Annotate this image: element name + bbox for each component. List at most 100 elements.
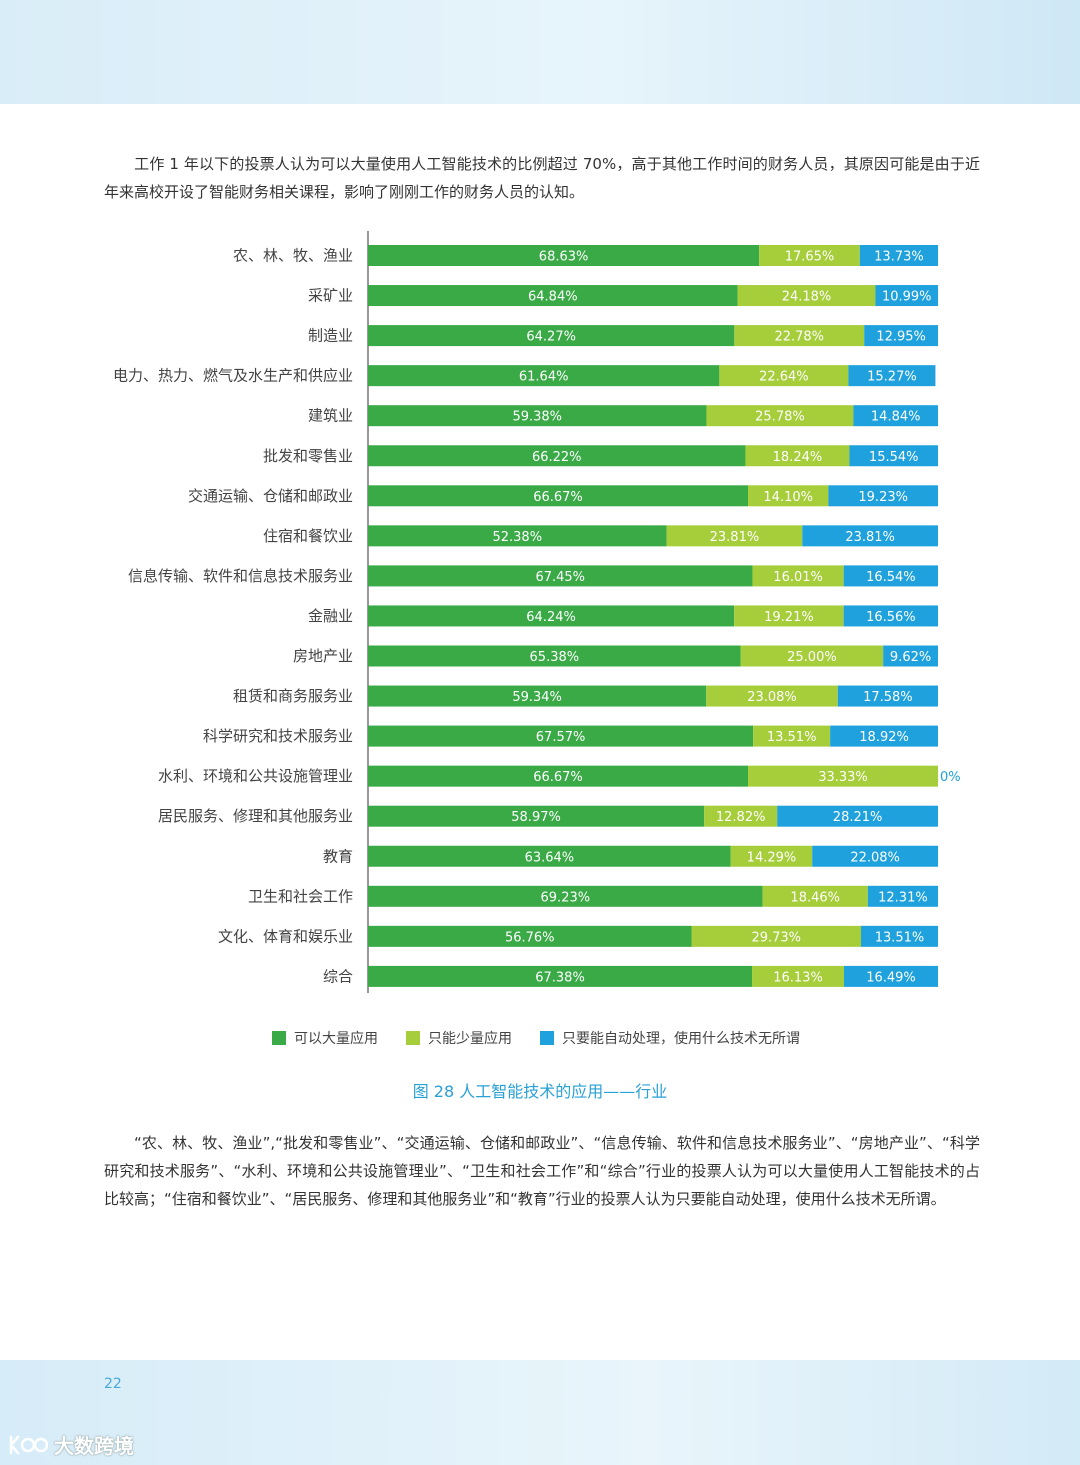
data-label: 28.21% <box>833 810 883 825</box>
data-label: 16.13% <box>773 970 823 985</box>
bar-segment <box>830 725 938 747</box>
data-label: 16.54% <box>866 570 916 585</box>
stacked-bar-chart: 农、林、牧、渔业 68.63% 17.65% 13.73% 采矿业 64.84% 24.18… <box>113 231 961 993</box>
bar-segment <box>748 485 829 507</box>
category-label: 批发和零售业 <box>263 447 353 465</box>
bar-segment <box>368 965 753 987</box>
data-label: 15.27% <box>867 370 917 385</box>
data-label: 22.64% <box>759 370 809 385</box>
data-label: 10.99% <box>882 290 932 305</box>
data-label: 16.56% <box>866 610 916 625</box>
bottom-footer-band <box>0 1360 1080 1465</box>
data-label: 64.27% <box>526 330 576 345</box>
data-label: 9.62% <box>890 650 931 665</box>
legend-swatch-any <box>540 1031 554 1045</box>
data-label: 19.21% <box>764 610 814 625</box>
bar-segment <box>368 925 692 947</box>
category-label: 金融业 <box>308 607 353 625</box>
bar-segment <box>737 285 876 307</box>
data-label: 66.67% <box>533 770 583 785</box>
bar-segment <box>666 525 803 547</box>
data-label: 23.81% <box>710 530 760 545</box>
bar-segment <box>368 885 763 907</box>
data-label: 13.51% <box>875 930 925 945</box>
data-label: 25.78% <box>755 410 805 425</box>
bar-segment <box>752 565 844 587</box>
data-label: 52.38% <box>492 530 542 545</box>
data-label: 22.78% <box>774 330 824 345</box>
data-label: 24.18% <box>782 290 832 305</box>
watermark: 大数跨境 <box>8 1430 134 1459</box>
outro-paragraph: “农、林、牧、渔业”,“批发和零售业”、“交通运输、仓储和邮政业”、“信息传输、… <box>104 1129 980 1213</box>
outro-text: “农、林、牧、渔业”,“批发和零售业”、“交通运输、仓储和邮政业”、“信息传输、… <box>104 1134 980 1208</box>
bar-segment <box>368 405 707 427</box>
bar-segment <box>368 765 749 787</box>
bar-segment <box>368 685 707 707</box>
data-label: 18.24% <box>773 450 823 465</box>
data-label: 16.49% <box>866 970 916 985</box>
data-label: 12.82% <box>716 810 766 825</box>
data-label: 64.24% <box>526 610 576 625</box>
data-label: 61.64% <box>519 370 569 385</box>
data-label: 56.76% <box>505 930 555 945</box>
category-label: 文化、体育和娱乐业 <box>218 927 353 945</box>
bar-segment <box>706 685 838 707</box>
data-label: 14.84% <box>871 410 921 425</box>
bar-segment <box>368 565 753 587</box>
bar-segment <box>762 885 868 907</box>
bar-segment <box>368 445 746 467</box>
bar-segment <box>843 605 939 627</box>
data-label: 59.38% <box>512 410 562 425</box>
bar-segment <box>719 365 849 387</box>
data-label: 13.73% <box>874 250 924 265</box>
category-label: 信息传输、软件和信息技术服务业 <box>128 567 353 585</box>
data-label: 17.58% <box>863 690 913 705</box>
data-label: 18.46% <box>790 890 840 905</box>
data-label: 19.23% <box>858 490 908 505</box>
data-label: 59.34% <box>512 690 562 705</box>
category-label: 农、林、牧、渔业 <box>233 247 353 265</box>
bar-segment <box>368 525 667 547</box>
category-label: 租赁和商务服务业 <box>233 687 353 705</box>
bar-segment <box>368 245 760 266</box>
category-label: 房地产业 <box>293 647 353 665</box>
category-label: 住宿和餐饮业 <box>263 527 353 545</box>
category-label: 交通运输、仓储和邮政业 <box>188 487 353 505</box>
bar-segment <box>843 565 938 587</box>
category-label: 卫生和社会工作 <box>248 887 353 905</box>
bar-segment <box>875 285 939 307</box>
bar-segment <box>368 285 738 307</box>
intro-text: 工作 1 年以下的投票人认为可以大量使用人工智能技术的比例超过 70%，高于其他… <box>104 155 980 201</box>
bar-segment <box>812 845 939 867</box>
watermark-logo-icon <box>9 1435 48 1454</box>
data-label: 33.33% <box>818 770 868 785</box>
data-label: 64.84% <box>528 290 578 305</box>
bar-segment <box>849 445 938 467</box>
page-number: 22 <box>104 1376 122 1392</box>
data-label: 25.00% <box>787 650 837 665</box>
data-label: 17.65% <box>785 250 835 265</box>
bar-segment <box>368 605 735 627</box>
bar-segment <box>748 765 938 787</box>
legend-item-any: 只要能自动处理，使用什么技术无所谓 <box>540 1028 800 1048</box>
category-label: 采矿业 <box>308 287 353 305</box>
legend-label-light: 只能少量应用 <box>428 1031 512 1047</box>
data-label: 15.54% <box>869 450 919 465</box>
bar-segment <box>828 485 938 507</box>
data-label: 22.08% <box>850 850 900 865</box>
bar-segment <box>368 485 749 507</box>
bar-segment <box>368 645 741 667</box>
data-label: 12.31% <box>878 890 928 905</box>
bar-segment <box>777 805 938 827</box>
data-label: 18.92% <box>859 730 909 745</box>
bar-segment <box>867 885 938 907</box>
bar-segment <box>368 725 754 747</box>
legend-label-heavy: 可以大量应用 <box>294 1031 378 1047</box>
data-label: 67.38% <box>535 970 585 985</box>
category-label: 电力、热力、燃气及水生产和供应业 <box>113 367 353 385</box>
data-label: 13.51% <box>767 730 817 745</box>
bar-segment <box>753 725 831 747</box>
data-label: 65.38% <box>530 650 580 665</box>
category-label: 科学研究和技术服务业 <box>203 727 353 745</box>
bar-segment <box>883 645 938 667</box>
